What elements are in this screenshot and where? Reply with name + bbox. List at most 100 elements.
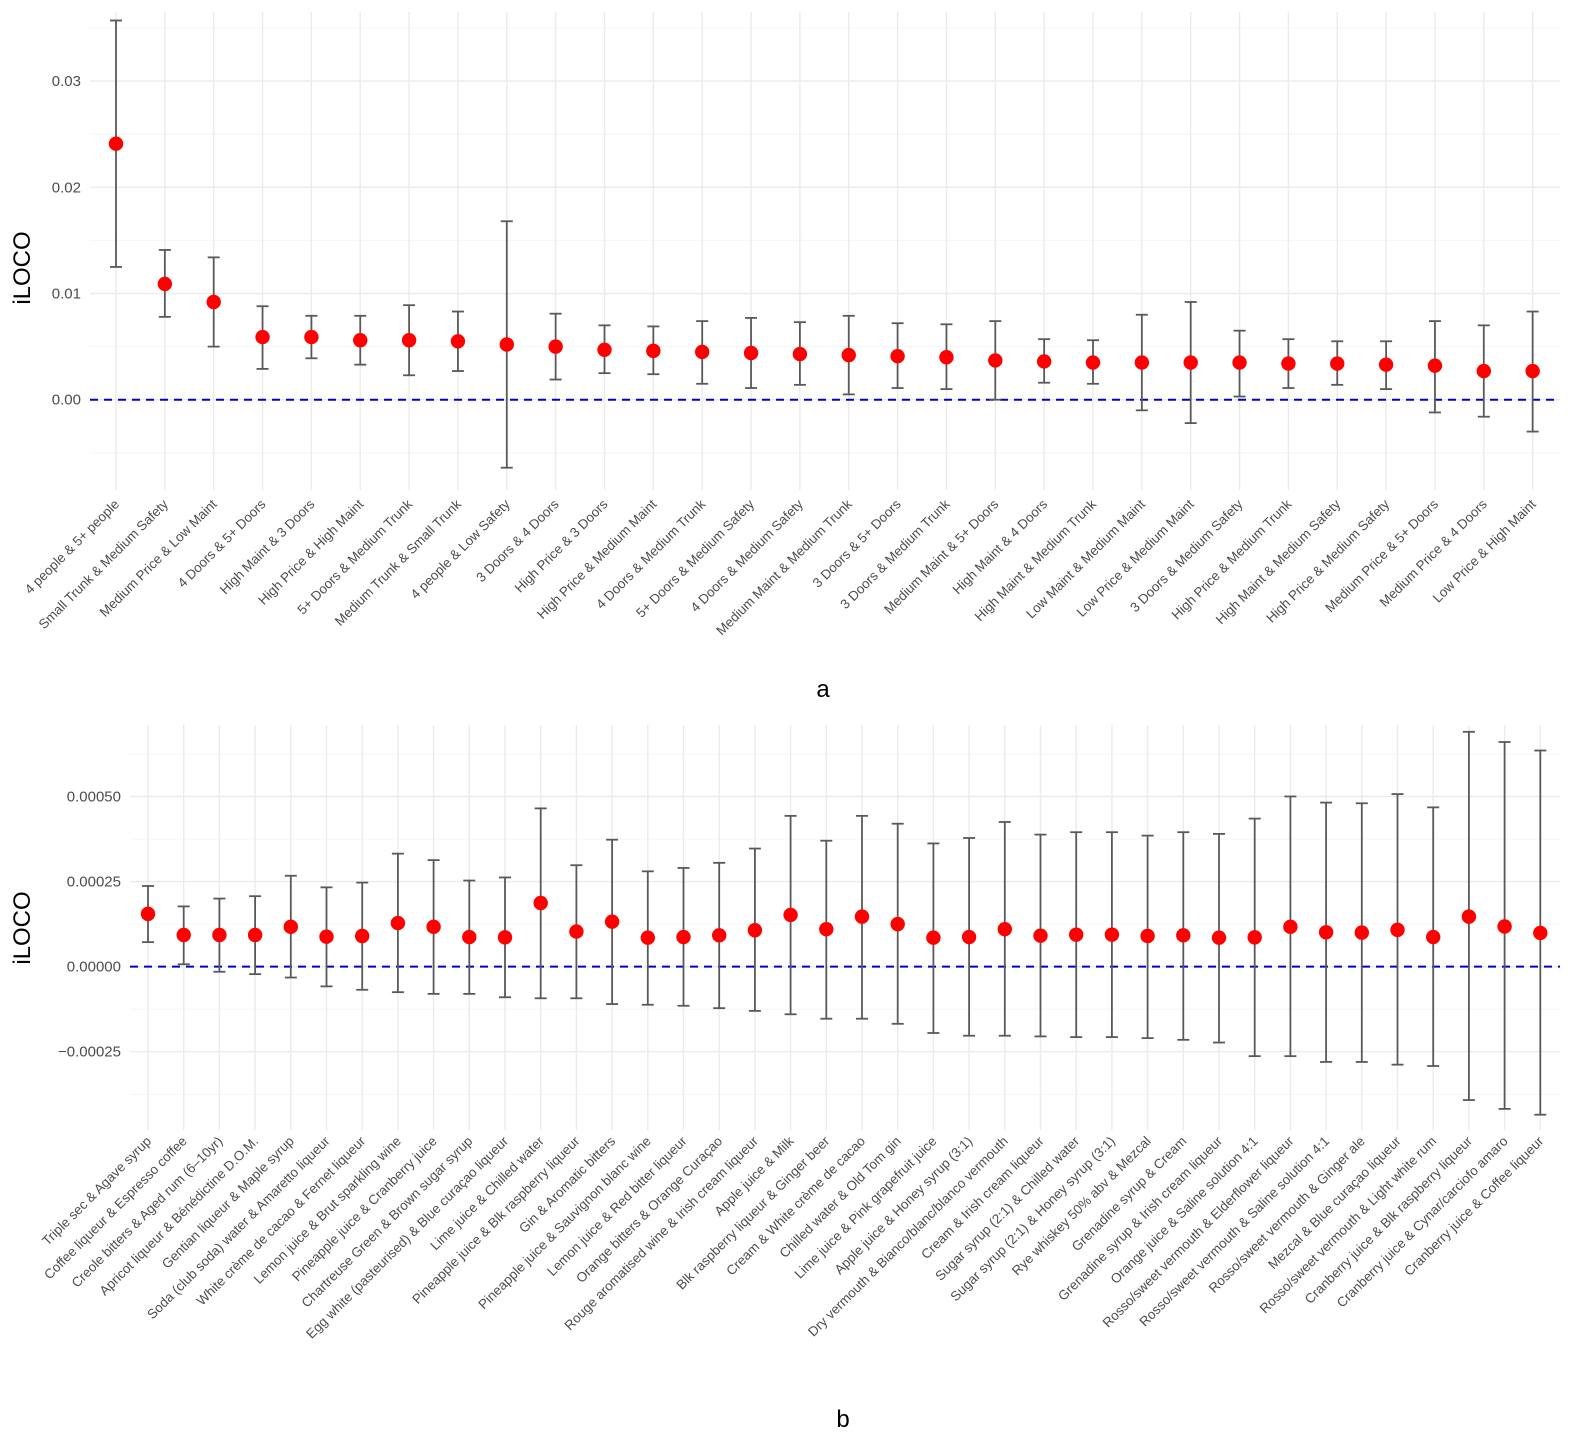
panel-b-gridlines xyxy=(130,725,1560,1130)
panel-a-points xyxy=(108,136,1540,379)
panel-b-error-bars xyxy=(142,730,1547,1116)
data-point xyxy=(890,916,905,932)
data-point xyxy=(1176,928,1191,943)
y-tick-label: 0.00050 xyxy=(67,788,121,805)
data-point xyxy=(1354,925,1370,940)
data-point xyxy=(1069,927,1084,942)
data-point xyxy=(157,276,173,292)
data-point xyxy=(499,337,514,352)
data-point xyxy=(319,929,334,944)
data-point xyxy=(939,350,954,365)
data-point xyxy=(1378,357,1394,372)
data-point xyxy=(255,329,270,345)
data-point xyxy=(1533,925,1548,941)
x-tick-label: High Maint & 3 Doors xyxy=(217,496,318,597)
data-point xyxy=(140,906,156,922)
data-point xyxy=(533,895,548,911)
data-point xyxy=(1476,363,1492,379)
data-point xyxy=(1461,909,1477,924)
data-point xyxy=(640,930,655,945)
x-tick-label: 3 Doors & 4 Doors xyxy=(473,496,562,585)
y-tick-label: 0.01 xyxy=(52,285,81,302)
y-tick-label: 0.00 xyxy=(52,392,81,409)
x-tick-label: 4 people & 5+ people xyxy=(22,497,122,597)
data-point xyxy=(712,928,727,943)
panel-b-y-tick-labels: −0.00025 0.00000 0.00025 0.00050 xyxy=(58,788,121,1060)
data-point xyxy=(212,927,227,943)
data-point xyxy=(1390,922,1405,938)
data-point xyxy=(695,344,710,360)
x-tick-label: Low Price & High Maint xyxy=(1430,496,1539,605)
panel-b-y-axis-title: iLOCO xyxy=(9,891,36,964)
data-point xyxy=(890,348,905,364)
data-point xyxy=(747,923,763,938)
data-point xyxy=(792,346,808,362)
data-point xyxy=(926,930,941,945)
panel-b: −0.00025 0.00000 0.00025 0.00050 Triple sec… xyxy=(9,725,1560,1433)
data-point xyxy=(841,347,856,363)
data-point xyxy=(988,353,1003,368)
data-point xyxy=(676,929,691,945)
data-point xyxy=(997,922,1012,937)
data-point xyxy=(176,927,191,943)
data-point xyxy=(1497,919,1512,934)
data-point xyxy=(1283,919,1298,935)
data-point xyxy=(1247,930,1262,945)
data-point xyxy=(783,907,798,923)
x-tick-label: High Maint & 4 Doors xyxy=(950,496,1051,597)
x-tick-label: 3 Doors & 5+ Doors xyxy=(810,496,904,590)
data-point xyxy=(854,909,870,924)
panel-a-y-tick-labels: 0.00 0.01 0.02 0.03 xyxy=(52,73,81,409)
data-point xyxy=(355,928,370,944)
data-point xyxy=(1036,354,1052,369)
panel-b-points xyxy=(140,895,1548,945)
data-point xyxy=(247,927,263,943)
data-point xyxy=(1134,355,1150,370)
data-point xyxy=(1085,355,1101,370)
data-point xyxy=(450,334,466,349)
data-point xyxy=(304,329,319,345)
data-point xyxy=(961,929,977,945)
data-point xyxy=(1318,925,1334,940)
data-point xyxy=(1427,358,1443,373)
data-point xyxy=(1104,927,1120,942)
data-point xyxy=(1281,356,1296,371)
data-point xyxy=(597,342,612,357)
data-point xyxy=(1232,355,1247,370)
data-point xyxy=(462,929,477,945)
data-point xyxy=(108,136,124,151)
y-tick-label: 0.02 xyxy=(52,179,81,196)
y-tick-label: 0.00000 xyxy=(67,959,121,976)
y-tick-label: 0.03 xyxy=(52,73,81,90)
data-point xyxy=(401,333,417,348)
data-point xyxy=(1330,356,1345,371)
data-point xyxy=(646,343,661,359)
data-point xyxy=(743,345,759,361)
data-point xyxy=(569,924,584,939)
panel-a-y-axis-title: iLOCO xyxy=(9,231,36,304)
data-point xyxy=(1211,930,1227,945)
x-tick-label: High Price & 3 Doors xyxy=(512,496,611,595)
y-tick-label: −0.00025 xyxy=(58,1044,121,1061)
x-tick-label: 4 Doors & 5+ Doors xyxy=(175,496,269,590)
data-point xyxy=(1426,929,1441,945)
data-point xyxy=(604,914,620,929)
data-point xyxy=(819,922,834,937)
data-point xyxy=(283,919,298,935)
data-point xyxy=(1033,928,1048,943)
panel-a-caption: a xyxy=(816,676,830,703)
data-point xyxy=(548,339,563,354)
data-point xyxy=(1183,355,1198,370)
panel-a-error-bars xyxy=(110,19,1539,469)
data-point xyxy=(497,930,513,945)
panel-a: 0.00 0.01 0.02 0.03 4 people & 5+ peopleSma… xyxy=(9,12,1560,703)
data-point xyxy=(206,294,221,310)
data-point xyxy=(353,333,368,348)
panel-a-gridlines xyxy=(90,12,1560,490)
data-point xyxy=(1525,363,1540,379)
data-point xyxy=(390,915,406,931)
data-point xyxy=(1140,928,1155,944)
